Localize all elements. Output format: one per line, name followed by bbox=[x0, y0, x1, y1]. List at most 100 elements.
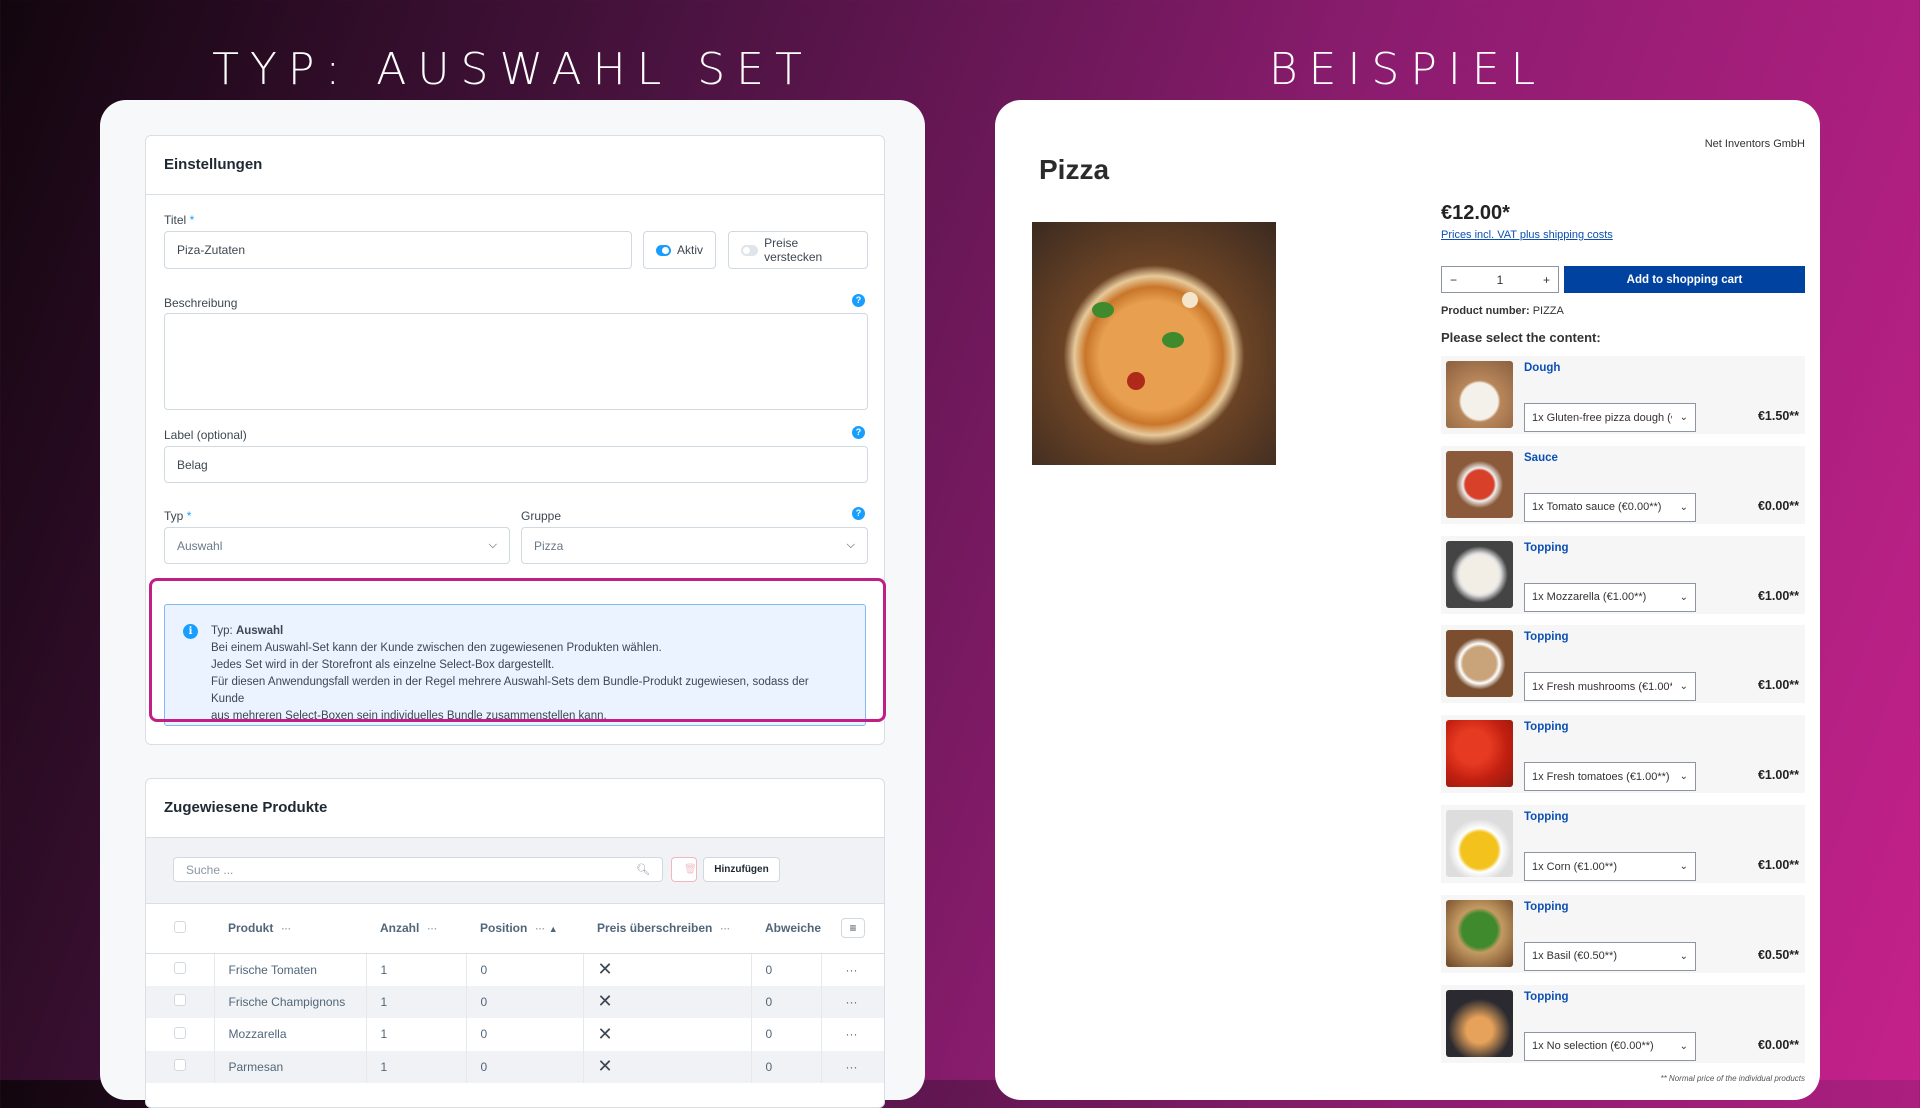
help-icon[interactable]: ? bbox=[852, 507, 865, 520]
x-icon: ✕ bbox=[597, 1023, 613, 1044]
row-checkbox[interactable] bbox=[174, 1026, 186, 1039]
column-settings-icon[interactable]: ≡ bbox=[841, 918, 866, 939]
item-select[interactable]: 1x Basil (€0.50**) ⌄ bbox=[1524, 941, 1696, 971]
footnote: ** Normal price of the individual produc… bbox=[1660, 1074, 1805, 1083]
product-number: Product number: PIZZA bbox=[1441, 305, 1564, 317]
cell-deviation: 0 bbox=[751, 953, 822, 986]
vat-shipping-link[interactable]: Prices incl. VAT plus shipping costs bbox=[1441, 229, 1613, 241]
chevron-down-icon: ⌄ bbox=[1679, 771, 1688, 783]
item-select[interactable]: 1x No selection (€0.00**) ⌄ bbox=[1524, 1031, 1696, 1061]
item-price: €1.00** bbox=[1757, 588, 1799, 603]
left-heading: TYP: AUSWAHL SET bbox=[212, 44, 813, 95]
item-label: Topping bbox=[1524, 900, 1569, 913]
column-header[interactable]: Produkt ··· bbox=[214, 904, 366, 954]
minus-icon[interactable]: − bbox=[1450, 272, 1458, 287]
help-icon[interactable]: ? bbox=[852, 426, 865, 439]
item-select[interactable]: 1x Fresh tomatoes (€1.00**) ⌄ bbox=[1524, 762, 1696, 792]
cell-deviation: 0 bbox=[751, 1018, 822, 1051]
row-actions-icon[interactable]: ··· bbox=[845, 994, 858, 1009]
table-row[interactable]: Frische Champignons 1 0 ✕ 0 ··· bbox=[146, 985, 884, 1018]
item-price: €1.00** bbox=[1757, 768, 1799, 783]
type-label: Typ * bbox=[164, 509, 192, 523]
product-price: €12.00* bbox=[1441, 202, 1510, 224]
column-header[interactable]: Abweiche bbox=[751, 904, 822, 954]
item-select[interactable]: 1x Mozzarella (€1.00**) ⌄ bbox=[1524, 582, 1696, 612]
group-label: Gruppe bbox=[521, 509, 562, 523]
product-image[interactable] bbox=[1032, 222, 1276, 465]
product-title: Pizza bbox=[1039, 154, 1110, 185]
row-actions-icon[interactable]: ··· bbox=[845, 1059, 858, 1074]
help-icon[interactable]: ? bbox=[852, 294, 865, 307]
row-actions-icon[interactable]: ··· bbox=[845, 1027, 858, 1042]
table-row[interactable]: Mozzarella 1 0 ✕ 0 ··· bbox=[146, 1018, 884, 1051]
item-thumbnail bbox=[1446, 630, 1513, 698]
table-row[interactable]: Frische Tomaten 1 0 ✕ 0 ··· bbox=[146, 953, 884, 986]
label-label: Label (optional) bbox=[164, 428, 247, 442]
toggle-off-icon bbox=[741, 244, 759, 256]
type-select[interactable]: Auswahl ⌵ bbox=[164, 527, 510, 564]
row-checkbox[interactable] bbox=[174, 994, 186, 1007]
chevron-down-icon: ⌄ bbox=[1679, 412, 1688, 423]
item-thumbnail bbox=[1446, 899, 1513, 967]
item-thumbnail bbox=[1446, 450, 1513, 518]
item-thumbnail bbox=[1446, 720, 1513, 788]
cell-product[interactable]: Mozzarella bbox=[214, 1018, 367, 1051]
item-thumbnail bbox=[1446, 989, 1513, 1057]
label-input[interactable]: Belag bbox=[164, 446, 868, 483]
search-input[interactable]: Suche ... 🔍︎ bbox=[173, 857, 663, 882]
title-label: Titel * bbox=[164, 213, 195, 227]
search-icon: 🔍︎ bbox=[636, 864, 650, 876]
cell-position: 0 bbox=[466, 953, 584, 986]
bundle-item: Topping 1x Basil (€0.50**) ⌄ €0.50** bbox=[1441, 894, 1805, 973]
item-price: €0.00** bbox=[1757, 1037, 1799, 1052]
manufacturer[interactable]: Net Inventors GmbH bbox=[1704, 138, 1805, 150]
row-checkbox[interactable] bbox=[174, 1059, 186, 1072]
chevron-down-icon: ⌄ bbox=[1679, 861, 1688, 872]
storefront-panel: Net Inventors GmbH Pizza €12.00* Prices … bbox=[995, 100, 1820, 1100]
item-select[interactable]: 1x Corn (€1.00**) ⌄ bbox=[1524, 852, 1696, 881]
assigned-products-title: Zugewiesene Produkte bbox=[146, 779, 884, 838]
group-select[interactable]: Pizza ⌵ bbox=[521, 527, 868, 564]
add-to-cart-button[interactable]: Add to shopping cart bbox=[1564, 266, 1805, 293]
quantity-stepper[interactable]: −1 + bbox=[1441, 266, 1559, 293]
item-label: Sauce bbox=[1524, 451, 1558, 464]
info-icon: i bbox=[183, 624, 198, 639]
aktiv-toggle[interactable]: Aktiv bbox=[643, 231, 716, 269]
row-actions-icon[interactable]: ··· bbox=[845, 962, 858, 977]
sort-asc-icon: ▲ bbox=[548, 924, 558, 935]
cell-product[interactable]: Frische Tomaten bbox=[214, 953, 367, 986]
item-price: €0.00** bbox=[1757, 498, 1799, 513]
row-checkbox[interactable] bbox=[174, 962, 186, 974]
item-select[interactable]: 1x Gluten-free pizza dough (€1.50**)⌄ bbox=[1524, 403, 1696, 432]
item-select[interactable]: 1x Tomato sauce (€0.00**) ⌄ bbox=[1524, 492, 1696, 522]
chevron-down-icon: ⌵ bbox=[488, 539, 497, 551]
highlight-frame bbox=[149, 578, 886, 722]
plus-icon[interactable]: + bbox=[1542, 272, 1550, 287]
products-table: Produkt ··· Anzahl ··· Position ··· ▲ Preis… bbox=[146, 904, 884, 1083]
bundle-item: Topping 1x No selection (€0.00**) ⌄ €0.00… bbox=[1441, 984, 1805, 1063]
column-header[interactable]: Preis überschreiben ··· bbox=[583, 904, 751, 954]
cell-quantity: 1 bbox=[366, 1050, 467, 1083]
item-price: €0.50** bbox=[1757, 947, 1799, 962]
select-all-checkbox[interactable] bbox=[174, 920, 186, 933]
chevron-down-icon: ⌄ bbox=[1679, 950, 1688, 962]
column-header[interactable]: Anzahl ··· bbox=[366, 904, 466, 954]
cell-product[interactable]: Parmesan bbox=[214, 1050, 367, 1083]
table-row[interactable]: Parmesan 1 0 ✕ 0 ··· bbox=[146, 1050, 884, 1083]
item-select[interactable]: 1x Fresh mushrooms (€1.00**) ⌄ bbox=[1524, 672, 1696, 702]
delete-button[interactable]: 🗑︎ bbox=[671, 857, 697, 882]
description-textarea[interactable] bbox=[164, 313, 868, 410]
hide-prices-toggle[interactable]: Preise verstecken bbox=[728, 231, 868, 269]
bundle-item: Dough 1x Gluten-free pizza dough (€1.50*… bbox=[1441, 356, 1805, 434]
settings-card: Einstellungen Titel * Piza-Zutaten Aktiv… bbox=[145, 135, 885, 745]
cell-product[interactable]: Frische Champignons bbox=[214, 985, 367, 1018]
column-header[interactable]: Position ··· ▲ bbox=[466, 904, 583, 954]
title-input[interactable]: Piza-Zutaten bbox=[164, 231, 632, 269]
x-icon: ✕ bbox=[597, 959, 613, 979]
cell-deviation: 0 bbox=[751, 1050, 822, 1083]
cell-quantity: 1 bbox=[366, 1018, 467, 1051]
bundle-item: Topping 1x Mozzarella (€1.00**) ⌄ €1.00** bbox=[1441, 535, 1805, 614]
chevron-down-icon: ⌵ bbox=[846, 539, 855, 551]
add-button[interactable]: Hinzufügen bbox=[703, 857, 780, 882]
item-thumbnail bbox=[1446, 810, 1513, 877]
